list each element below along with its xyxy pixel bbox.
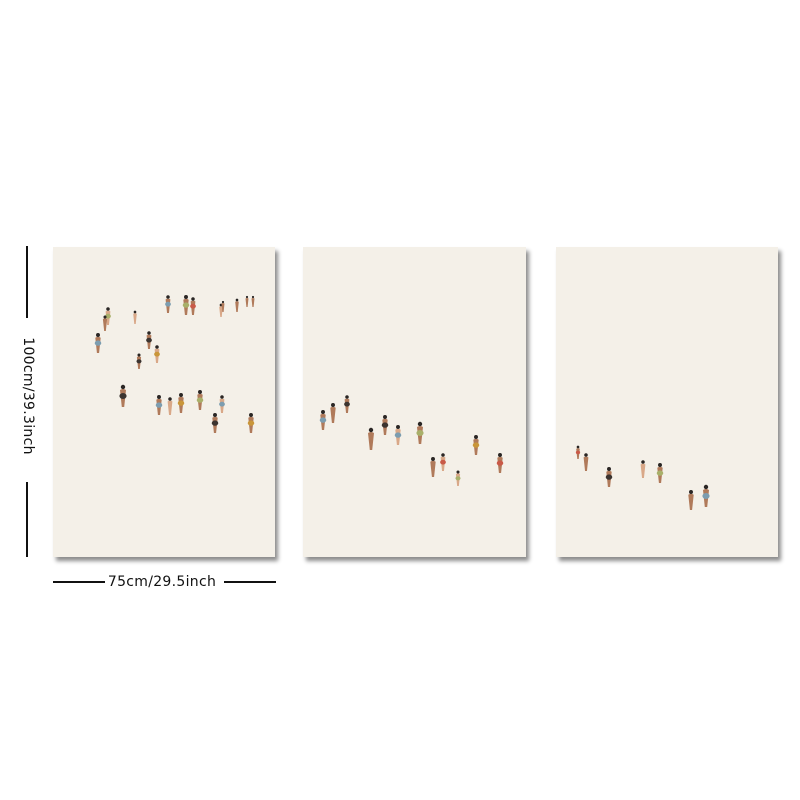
beach-figure	[119, 384, 127, 407]
beach-figure	[154, 345, 160, 363]
height-dimension-label: 100cm/39.3inch	[20, 337, 36, 455]
beach-figure	[394, 425, 402, 445]
beach-figure	[319, 410, 327, 430]
beach-figure	[381, 415, 389, 435]
beach-figures-artwork-right	[575, 445, 710, 510]
beach-figure	[575, 445, 581, 459]
beach-figure	[496, 453, 504, 473]
beach-figure	[133, 310, 137, 324]
beach-figure	[430, 457, 436, 477]
beach-figure	[455, 470, 461, 486]
beach-figure	[94, 333, 102, 353]
beach-figure	[656, 463, 664, 483]
beach-figure	[472, 435, 480, 455]
beach-figure	[583, 453, 589, 471]
beach-figure	[177, 393, 185, 413]
beach-figure	[688, 490, 694, 510]
height-dimension-line-bottom	[26, 482, 28, 557]
width-dimension-line-left	[53, 581, 105, 583]
canvas-panel-right	[556, 247, 778, 557]
beach-figure	[235, 298, 239, 312]
beach-figure	[146, 331, 152, 349]
beach-figure	[190, 297, 196, 315]
beach-figure	[251, 295, 255, 307]
beach-figure	[165, 295, 171, 313]
figure-group	[94, 295, 255, 433]
width-dimension-label: 75cm/29.5inch	[107, 574, 217, 590]
height-dimension-line-top	[26, 246, 28, 318]
beach-figure	[182, 295, 190, 315]
canvas-panel-center	[303, 247, 526, 557]
beach-figure	[368, 427, 374, 450]
beach-figure	[702, 484, 710, 507]
beach-figure	[440, 453, 446, 471]
beach-figure	[167, 397, 173, 415]
figure-group	[575, 445, 710, 510]
beach-figure	[247, 413, 255, 433]
beach-figure	[245, 295, 249, 307]
beach-figure	[211, 413, 219, 433]
beach-figure	[196, 390, 204, 410]
beach-figure	[416, 421, 424, 444]
beach-figure	[344, 395, 350, 413]
figure-group	[319, 395, 504, 486]
beach-figures-artwork-center	[319, 395, 504, 486]
beach-figure	[605, 467, 613, 487]
beach-figures-artwork-left	[94, 295, 255, 433]
width-dimension-line-right	[224, 581, 276, 583]
beach-figure	[102, 315, 108, 331]
beach-figure	[330, 403, 336, 423]
beach-figure	[155, 395, 163, 415]
beach-figure	[219, 395, 225, 413]
beach-figure	[136, 353, 142, 369]
beach-figure	[640, 460, 646, 478]
beach-figure	[221, 300, 225, 312]
canvas-panel-left	[53, 247, 275, 557]
